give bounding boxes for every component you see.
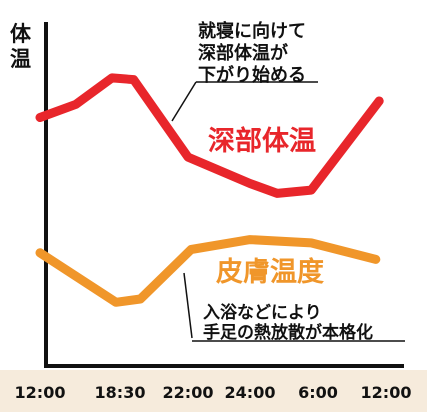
x-tick-label: 6:00: [298, 383, 338, 402]
y-axis-label: 体 温: [10, 22, 36, 72]
x-tick-label: 12:00: [15, 383, 66, 402]
x-axis-band: [0, 370, 427, 412]
y-axis-label-char-2: 温: [10, 47, 31, 71]
series-label-2: 皮膚温度: [216, 256, 324, 288]
y-axis-label-char-1: 体: [10, 22, 31, 46]
annotation-deep-leader: [171, 81, 197, 122]
x-tick-label: 24:00: [225, 383, 276, 402]
x-tick-label: 12:00: [361, 383, 412, 402]
annotation-deep-line: 就寝に向けて: [198, 20, 306, 42]
x-tick-label: 18:30: [95, 383, 146, 402]
annotation-skin-line: 入浴などにより: [203, 302, 322, 323]
x-tick-label: 22:00: [163, 383, 214, 402]
annotation-deep-line: 下がり始める: [198, 64, 306, 86]
annotation-skin-leader: [183, 272, 193, 339]
annotation-deep-line: 深部体温が: [198, 42, 288, 64]
series-line-2: [35, 235, 381, 307]
series-label-1: 深部体温: [208, 125, 316, 157]
annotation-skin-line: 手足の熱放散が本格化: [203, 322, 373, 343]
